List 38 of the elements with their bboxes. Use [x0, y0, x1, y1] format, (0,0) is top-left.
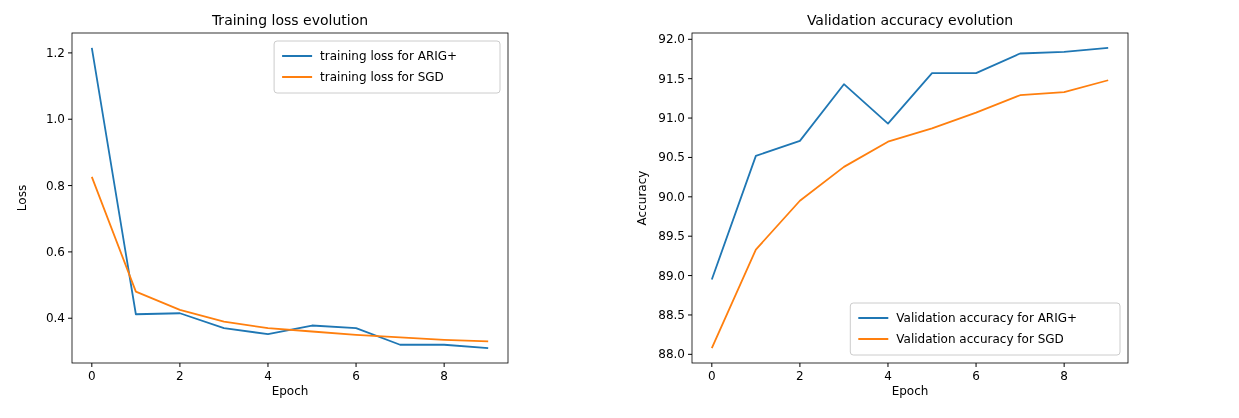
y-tick-label: 0.4	[45, 311, 65, 326]
x-tick-label: 6	[352, 369, 360, 383]
x-tick-label: 0	[708, 369, 716, 383]
y-tick-label: 91.5	[658, 71, 685, 86]
x-axis-title: Epoch	[891, 384, 929, 398]
y-tick-label: 1.0	[45, 112, 65, 127]
legend-label: Validation accuracy for SGD	[896, 332, 1064, 346]
x-tick-label: 2	[796, 369, 804, 383]
y-tick-label: 88.5	[658, 307, 685, 322]
y-tick-label: 89.5	[658, 229, 685, 244]
x-axis-title: Epoch	[271, 384, 309, 398]
line-series	[90, 47, 490, 349]
chart-title: Training loss evolution	[210, 12, 369, 28]
y-tick-label: 88.0	[658, 347, 685, 362]
line-series	[710, 47, 1110, 281]
x-tick-label: 2	[176, 369, 184, 383]
legend-label: training loss for SGD	[320, 70, 444, 84]
x-tick-label: 6	[972, 369, 980, 383]
y-tick-label: 89.0	[658, 268, 685, 283]
legend-label: training loss for ARIG+	[320, 49, 458, 63]
line-series	[710, 79, 1110, 349]
y-tick-label: 0.6	[45, 244, 65, 259]
x-tick-label: 4	[264, 369, 272, 383]
y-tick-label: 91.0	[658, 111, 685, 126]
y-tick-label: 0.8	[45, 178, 65, 193]
y-tick-label: 90.0	[658, 189, 685, 204]
y-tick-label: 92.0	[658, 32, 685, 47]
x-tick-label: 8	[1060, 369, 1068, 383]
y-tick-label: 90.5	[658, 150, 685, 165]
y-tick-label: 1.2	[45, 45, 65, 60]
y-axis-title: Accuracy	[635, 170, 649, 226]
x-tick-label: 4	[884, 369, 892, 383]
y-axis-title: Loss	[15, 184, 29, 212]
chart-title: Validation accuracy evolution	[806, 12, 1014, 28]
line-series	[90, 176, 490, 343]
x-tick-label: 0	[88, 369, 96, 383]
legend-label: Validation accuracy for ARIG+	[896, 311, 1078, 325]
x-tick-label: 8	[440, 369, 448, 383]
